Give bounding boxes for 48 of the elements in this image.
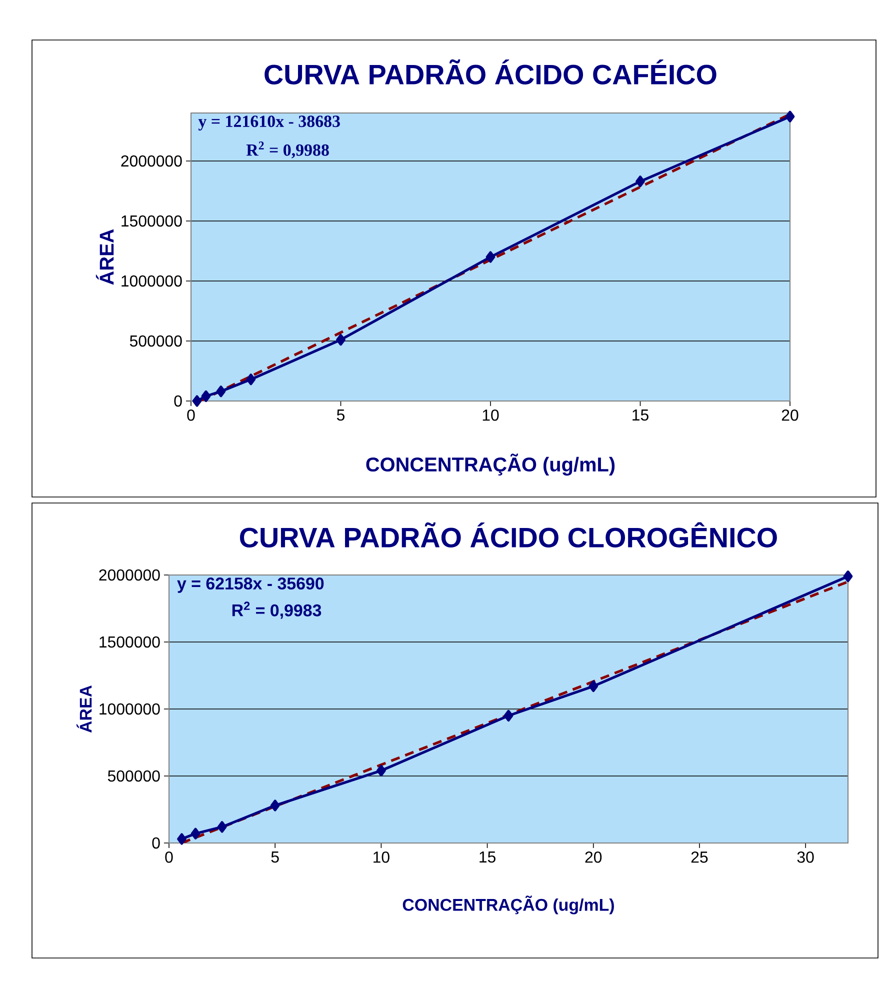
annotation: y = 121610x - 38683 — [198, 116, 340, 131]
x-tick-label: 25 — [691, 852, 708, 863]
annotation: R$^{2}$ = 0,9983 — [232, 602, 322, 619]
x-tick-label: 15 — [480, 852, 496, 863]
y-tick-label: 2000000 — [99, 569, 160, 581]
annotation: y = 62158x - 35690 — [177, 578, 324, 593]
point — [201, 390, 211, 402]
point — [504, 710, 514, 722]
x-tick-label: 10 — [374, 852, 390, 863]
point — [486, 251, 496, 263]
chart-title: CURVA PADRÃO ÁCIDO CLOROGÊNICO — [240, 522, 777, 548]
x-tick-label: 15 — [632, 410, 648, 421]
point — [376, 764, 386, 776]
point — [216, 386, 226, 398]
point — [843, 570, 853, 582]
x-tick-label: 10 — [482, 410, 499, 421]
x-tick-label: 30 — [797, 852, 814, 863]
chart-title: CURVA PADRÃO ÁCIDO CAFÉICO — [264, 59, 716, 84]
x-tick-label: 5 — [336, 410, 345, 421]
y-tick-label: 1500000 — [100, 636, 160, 648]
x-axis-title: CONCENTRAÇÃO (ug/mL) — [402, 896, 614, 914]
y-tick-label: 1500000 — [122, 215, 182, 227]
y-tick-label: 500000 — [108, 770, 160, 782]
y-axis-title: ÁREA — [76, 685, 92, 733]
point — [588, 680, 598, 692]
annotation: R$^{2}$ = 0,9988 — [246, 142, 329, 158]
point — [785, 110, 795, 122]
x-tick-label: 5 — [271, 852, 279, 863]
point — [177, 833, 186, 845]
point — [192, 395, 202, 407]
x-tick-label: 20 — [782, 410, 798, 421]
x-tick-label: 20 — [585, 852, 602, 863]
y-tick-label: 500000 — [130, 335, 182, 347]
x-axis-title: CONCENTRAÇÃO (ug/mL) — [366, 454, 615, 476]
y-axis-title: ÁREA — [96, 229, 114, 285]
y-tick-label: 1000000 — [122, 275, 182, 287]
y-tick-label: 1000000 — [100, 703, 160, 715]
x-tick-label: 0 — [187, 410, 195, 421]
x-tick-label: 0 — [165, 852, 173, 863]
y-tick-label: 0 — [174, 395, 182, 407]
point — [636, 176, 645, 188]
point — [190, 828, 200, 840]
point — [217, 821, 227, 833]
y-tick-label: 2000000 — [121, 155, 182, 167]
point — [246, 374, 256, 386]
point — [270, 800, 280, 812]
point — [336, 334, 346, 346]
y-tick-label: 0 — [152, 837, 160, 849]
